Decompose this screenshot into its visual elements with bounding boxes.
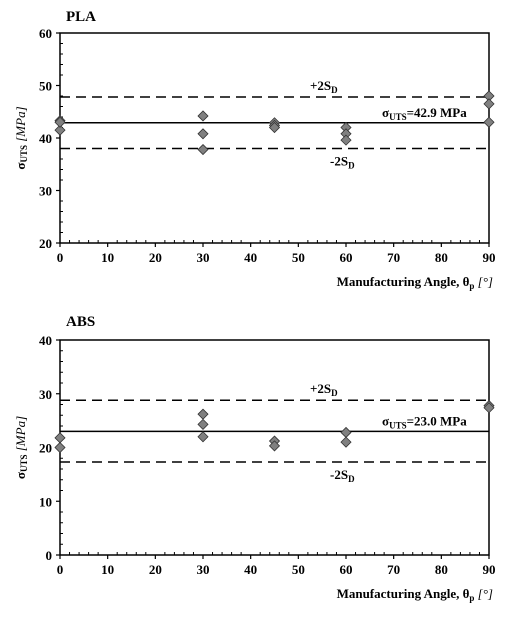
bound-label: -2SD (330, 467, 355, 484)
data-point (54, 441, 66, 454)
x-tick-label: 30 (197, 250, 210, 265)
data-point (197, 431, 209, 443)
x-tick-label: 90 (483, 562, 496, 577)
x-tick-label: 40 (244, 562, 257, 577)
y-tick-label: 20 (39, 441, 52, 456)
y-tick-label: 10 (39, 494, 52, 509)
data-point (197, 128, 209, 140)
x-tick-label: 90 (483, 250, 496, 265)
x-axis-label: Manufacturing Angle, θp [°] (337, 586, 493, 603)
data-point (197, 418, 209, 430)
x-tick-label: 70 (387, 562, 400, 577)
data-point (197, 110, 209, 122)
x-tick-label: 40 (244, 250, 257, 265)
x-tick-label: 70 (387, 250, 400, 265)
chart-1: 0 10 20 30 40 0 10 20 30 40 50 60 70 80 90 ABS Manufactu… (13, 314, 496, 603)
y-tick-label: 50 (39, 79, 52, 94)
bound-label: +2SD (310, 381, 338, 398)
data-point (483, 402, 495, 414)
data-point (54, 124, 66, 136)
x-tick-label: 60 (340, 250, 353, 265)
y-tick-label: 0 (46, 548, 53, 563)
data-point (197, 408, 209, 420)
x-tick-label: 20 (149, 250, 162, 265)
y-tick-label: 40 (39, 131, 52, 146)
data-point (268, 440, 281, 452)
x-tick-label: 0 (57, 562, 64, 577)
y-axis-label: σUTS [MPa] (13, 416, 29, 479)
data-point (54, 432, 66, 444)
x-tick-label: 50 (292, 562, 305, 577)
data-point (268, 121, 281, 134)
plot-frame (59, 32, 490, 244)
data-point (340, 134, 352, 146)
data-point (340, 436, 352, 448)
chart-title: ABS (66, 314, 95, 330)
y-tick-label: 60 (39, 26, 52, 41)
y-tick-label: 40 (39, 333, 52, 348)
x-tick-label: 10 (101, 250, 114, 265)
bound-label: -2SD (330, 154, 355, 171)
data-point (340, 426, 352, 439)
y-tick-label: 30 (39, 387, 52, 402)
data-point (483, 116, 495, 128)
x-tick-label: 0 (57, 250, 64, 265)
data-point (483, 98, 495, 110)
data-point (54, 116, 66, 128)
chart-0: 20 30 40 50 60 0 10 20 30 40 50 60 70 80 90 PLA Manufact… (13, 9, 496, 291)
y-tick-label: 30 (39, 184, 52, 199)
data-point (197, 143, 209, 156)
x-tick-label: 80 (435, 250, 448, 265)
x-tick-label: 80 (435, 562, 448, 577)
y-axis-label: σUTS [MPa] (13, 106, 29, 169)
y-tick-label: 20 (39, 236, 52, 251)
x-tick-label: 50 (292, 250, 305, 265)
x-tick-label: 20 (149, 562, 162, 577)
chart-title: PLA (66, 9, 96, 25)
bound-label: +2SD (310, 78, 338, 95)
x-tick-label: 60 (340, 562, 353, 577)
mean-label: σUTS=23.0 MPa (382, 413, 467, 430)
x-tick-label: 30 (197, 562, 210, 577)
x-axis-label: Manufacturing Angle, θp [°] (337, 274, 493, 291)
mean-label: σUTS=42.9 MPa (382, 105, 467, 122)
x-tick-label: 10 (101, 562, 114, 577)
